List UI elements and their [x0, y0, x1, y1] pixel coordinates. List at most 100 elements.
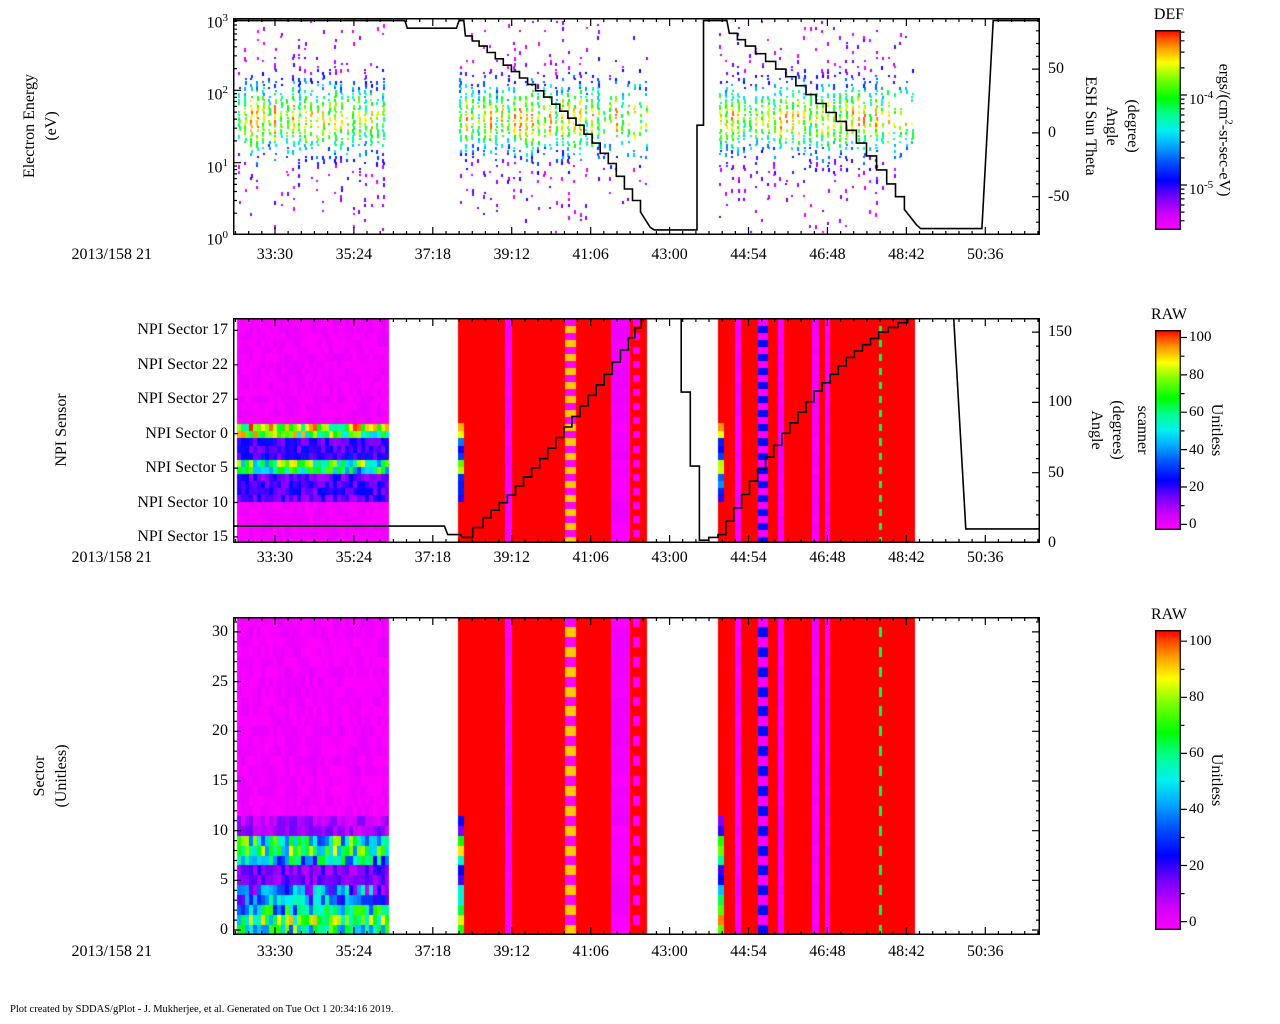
raw-colorbar-bottom-ticks: [1155, 630, 1187, 930]
x-tick-label: 46:48: [809, 943, 846, 960]
colorbar-tick-label: 40: [1189, 441, 1204, 458]
right-tick-label: 0: [1048, 123, 1056, 141]
x-tick-label: 37:18: [414, 549, 452, 566]
right-tick-label: 0: [1048, 534, 1056, 551]
right-axis-title: (degree): [1124, 99, 1141, 153]
colorbar-tick-label: 20: [1189, 479, 1204, 495]
y-tick-label: 100: [206, 229, 229, 249]
category-tick-label: NPI Sector 17: [137, 321, 228, 339]
y-tick-label: 101: [206, 156, 229, 176]
x-tick-label: 44:54: [730, 549, 767, 566]
x-tick-label: 41:06: [572, 549, 609, 566]
right-tick-label: 150: [1048, 323, 1072, 341]
right-axis-title: (degrees): [1109, 400, 1126, 460]
y-tick-label: 102: [206, 84, 229, 104]
corner-time-label: 2013/158 21: [71, 549, 152, 566]
right-tick-label: 50: [1048, 60, 1064, 78]
y-axis-title: NPI Sensor: [53, 393, 70, 467]
colorbar-tick-label: 80: [1189, 366, 1204, 383]
x-tick-label: 46:48: [809, 549, 846, 566]
colorbar-title: RAW: [1150, 306, 1188, 323]
y-tick-label: 0: [220, 921, 228, 939]
electron-energy-axes: [233, 18, 1040, 235]
y-tick-label: 5: [220, 871, 228, 889]
x-tick-label: 48:42: [888, 246, 925, 263]
x-tick-label: 48:42: [888, 549, 925, 566]
right-axis-title: Angle: [1103, 106, 1120, 146]
right-axis-title: scanner: [1134, 405, 1151, 455]
def-colorbar: [1155, 30, 1181, 230]
y-axis-title: Sector: [31, 755, 48, 797]
x-tick-label: 35:24: [335, 246, 373, 263]
y-tick-label: 20: [212, 722, 228, 740]
right-tick-label: 50: [1048, 463, 1064, 481]
colorbar-tick-label: 80: [1189, 689, 1204, 706]
sector-heatmap-canvas: [233, 617, 1040, 935]
colorbar-title: RAW: [1150, 606, 1188, 623]
right-axis-title: Angle: [1088, 410, 1105, 450]
x-tick-label: 48:42: [888, 943, 925, 960]
npi-sensor-heatmap-canvas: [233, 318, 1040, 543]
npi-sensor-axes: [233, 318, 1040, 543]
x-tick-label: 35:24: [335, 943, 373, 960]
category-tick-label: NPI Sector 27: [137, 390, 228, 408]
right-tick-label: 100: [1048, 393, 1072, 411]
raw-colorbar-bottom: [1155, 630, 1181, 930]
colorbar-tick-label: 100: [1189, 329, 1212, 346]
y-axis-title: (eV): [43, 111, 60, 141]
raw-colorbar-middle-ticks: [1155, 330, 1187, 530]
y-tick-label: 10: [212, 821, 228, 839]
x-tick-label: 37:18: [414, 246, 452, 263]
colorbar-tick-label: 0: [1189, 516, 1197, 533]
sector-axes: [233, 617, 1040, 935]
y-axis-title: Electron Energy: [21, 73, 38, 179]
corner-time-label: 2013/158 21: [71, 943, 152, 960]
category-tick-label: NPI Sector 15: [137, 527, 228, 545]
colorbar-unit-label: ergs/(cm2-sr-sec-eV): [1215, 63, 1235, 197]
colorbar-tick-label: 60: [1189, 404, 1204, 421]
y-tick-label: 30: [212, 622, 228, 640]
colorbar-unit-label: Unitless: [1208, 403, 1225, 457]
x-tick-label: 41:06: [572, 246, 609, 263]
colorbar-title: DEF: [1153, 6, 1185, 23]
category-tick-label: NPI Sector 0: [145, 424, 228, 442]
right-tick-label: -50: [1048, 187, 1070, 205]
colorbar-unit-label: Unitless: [1208, 753, 1225, 807]
y-axis-title: (Unitless): [53, 744, 70, 808]
x-tick-label: 39:12: [493, 943, 530, 960]
footer-credit: Plot created by SDDAS/gPlot - J. Mukherj…: [10, 1004, 394, 1015]
colorbar-tick-label: 10-5: [1189, 179, 1214, 198]
y-tick-label: 103: [206, 12, 229, 32]
category-tick-label: NPI Sector 22: [137, 355, 228, 373]
colorbar-tick-label: 10-4: [1189, 89, 1214, 108]
def-colorbar-ticks: [1155, 30, 1187, 230]
x-tick-label: 33:30: [256, 246, 294, 263]
electron-energy-spectrogram-canvas: [233, 18, 1040, 235]
right-axis-title: ESH Sun Theta: [1082, 76, 1099, 176]
x-tick-label: 39:12: [493, 246, 530, 263]
x-tick-label: 50:36: [967, 549, 1004, 566]
x-tick-label: 33:30: [256, 549, 294, 566]
x-tick-label: 39:12: [493, 549, 530, 566]
colorbar-tick-label: 60: [1189, 745, 1204, 762]
x-tick-label: 44:54: [730, 246, 767, 263]
x-tick-label: 41:06: [572, 943, 609, 960]
x-tick-label: 46:48: [809, 246, 846, 263]
category-tick-label: NPI Sector 10: [137, 493, 228, 511]
colorbar-tick-label: 20: [1189, 857, 1204, 874]
colorbar-tick-label: 0: [1189, 913, 1197, 930]
x-tick-label: 33:30: [256, 943, 294, 960]
x-tick-label: 35:24: [335, 549, 373, 566]
x-tick-label: 37:18: [414, 943, 452, 960]
x-tick-label: 43:00: [651, 943, 688, 960]
x-tick-label: 44:54: [730, 943, 767, 960]
category-tick-label: NPI Sector 5: [145, 459, 228, 477]
colorbar-tick-label: 40: [1189, 801, 1204, 818]
colorbar-tick-label: 100: [1189, 633, 1212, 650]
raw-colorbar-middle: [1155, 330, 1181, 530]
corner-time-label: 2013/158 21: [71, 246, 152, 263]
y-tick-label: 25: [212, 672, 228, 690]
x-tick-label: 43:00: [651, 549, 688, 566]
